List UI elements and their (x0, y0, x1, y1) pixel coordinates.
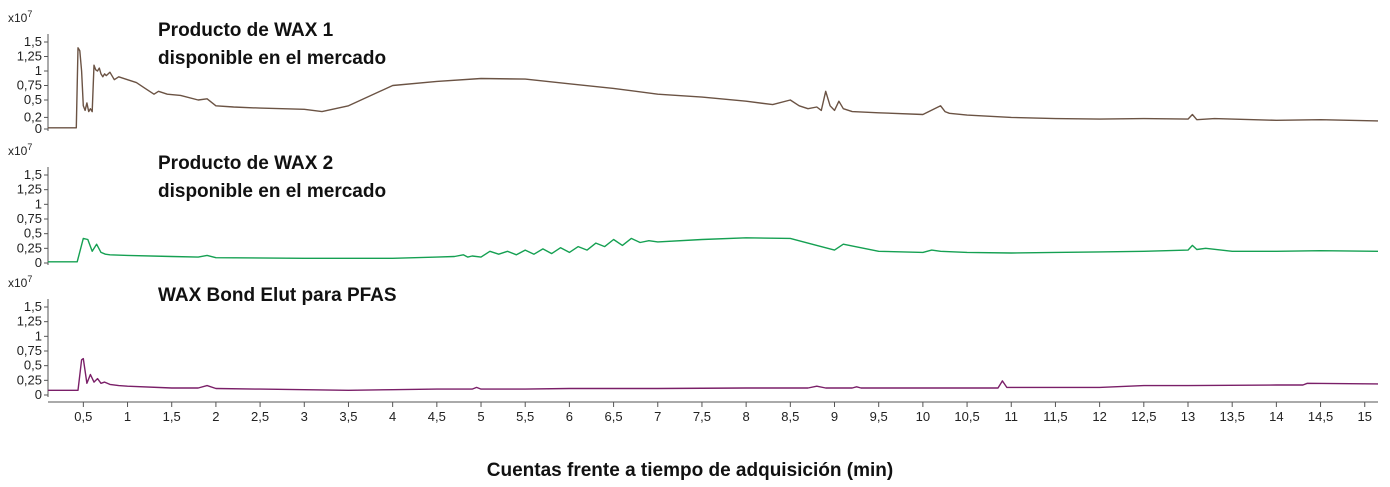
x-tick-label: 5 (477, 409, 484, 424)
x-tick-label: 9 (831, 409, 838, 424)
y-tick-label: 0,75 (17, 343, 42, 358)
y-tick-label: 1 (35, 328, 42, 343)
x-tick-label: 1,5 (163, 409, 181, 424)
x-tick-label: 13,5 (1220, 409, 1245, 424)
x-axis-label: Cuentas frente a tiempo de adquisición (… (487, 460, 893, 481)
y-tick-label: 0 (35, 121, 42, 136)
y-tick-label: 1,25 (17, 182, 42, 197)
x-tick-label: 6 (566, 409, 573, 424)
x-tick-label: 1 (124, 409, 131, 424)
x-tick-label: 11,5 (1043, 409, 1067, 424)
x-tick-label: 3 (301, 409, 308, 424)
y-tick-label: 0,75 (17, 211, 42, 226)
series-line (48, 47, 1379, 129)
x-tick-label: 3,5 (339, 409, 357, 424)
x-tick-label: 7,5 (693, 409, 711, 424)
x-tick-label: 0,5 (74, 409, 92, 424)
x-tick-label: 10 (916, 409, 930, 424)
series-line (48, 237, 1379, 263)
y-multiplier-label: x107 (8, 9, 32, 25)
x-tick-label: 14,5 (1308, 409, 1333, 424)
x-tick-label: 2,5 (251, 409, 269, 424)
y-tick-label: 0,75 (17, 78, 42, 93)
x-tick-label: 4,5 (428, 409, 446, 424)
y-tick-label: 1 (35, 196, 42, 211)
x-tick-label: 8 (743, 409, 750, 424)
x-tick-label: 13 (1181, 409, 1195, 424)
x-tick-label: 12 (1092, 409, 1106, 424)
y-tick-label: 1,5 (24, 299, 42, 314)
panel-title: disponible en el mercado (158, 181, 386, 202)
y-tick-label: 1,25 (17, 49, 42, 64)
x-tick-label: 2 (212, 409, 219, 424)
panel-title: WAX Bond Elut para PFAS (158, 285, 397, 306)
y-tick-label: 0 (35, 255, 42, 270)
panel-title: Producto de WAX 1 (158, 20, 334, 41)
x-tick-label: 12,5 (1131, 409, 1156, 424)
x-tick-label: 8,5 (781, 409, 799, 424)
series-line (48, 357, 1379, 391)
x-tick-label: 14 (1269, 409, 1283, 424)
x-axis: 0,5 1 1,5 2 2,5 3 3,5 4 4,5 5 5,5 6 6,5 7 7,5 8 8,5 9 9,5 1… (48, 401, 1378, 424)
y-tick-label: 0,5 (24, 226, 42, 241)
x-tick-label: 5,5 (516, 409, 534, 424)
y-tick-label: 0,25 (17, 372, 42, 387)
y-tick-label: 1,5 (24, 167, 42, 182)
x-tick-label: 11 (1005, 409, 1019, 424)
y-tick-label: 1,5 (24, 34, 42, 49)
x-tick-label: 7 (654, 409, 661, 424)
panel-title: Producto de WAX 2 (158, 153, 333, 174)
y-tick-label: 0,25 (17, 240, 42, 255)
y-tick-label: 1,25 (17, 314, 42, 329)
y-tick-label: 1 (35, 63, 42, 78)
y-tick-label: 0,5 (24, 92, 42, 107)
x-tick-label: 15 (1358, 409, 1372, 424)
y-tick-label: 0,2 (24, 109, 42, 124)
panel-title: disponible en el mercado (158, 48, 386, 69)
x-tick-label: 9,5 (870, 409, 888, 424)
x-tick-label: 4 (389, 409, 396, 424)
y-multiplier-label: x107 (8, 142, 32, 158)
x-tick-label: 6,5 (605, 409, 623, 424)
y-tick-label: 0,5 (24, 358, 42, 373)
x-tick-label: 10,5 (954, 409, 979, 424)
y-tick-label: 0 (35, 387, 42, 402)
y-multiplier-label: x107 (8, 274, 32, 290)
